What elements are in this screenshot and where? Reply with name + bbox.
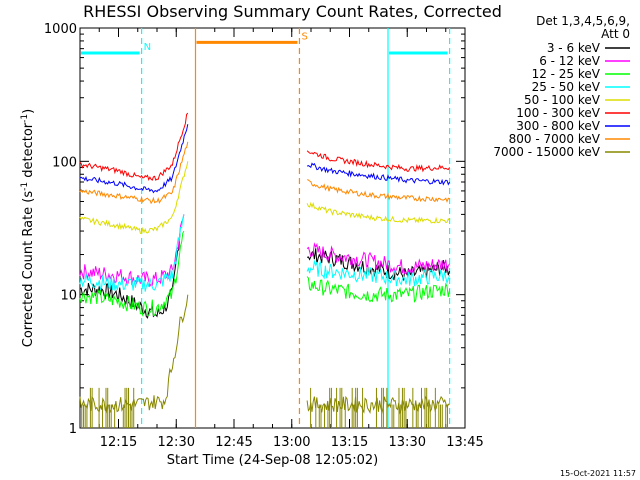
series-line	[306, 201, 450, 224]
series-line	[79, 112, 189, 181]
series-line	[306, 179, 450, 203]
legend-label: 6 - 12 keV	[539, 54, 601, 68]
y-tick-label: 10	[60, 289, 77, 304]
series-line	[79, 161, 189, 235]
y-tick-label: 100	[52, 155, 77, 170]
series-line	[79, 230, 185, 317]
x-tick-label: 13:15	[331, 435, 368, 450]
x-axis-label: Start Time (24-Sep-08 12:05:02)	[167, 453, 378, 468]
series-line	[306, 276, 451, 303]
x-tick-label: 12:15	[100, 435, 137, 450]
y-axis-label: Corrected Count Rate (s-1 detector-1)	[20, 109, 36, 347]
series-line	[306, 150, 451, 173]
flag-label: N	[144, 42, 151, 53]
legend-label: 100 - 300 keV	[516, 106, 600, 120]
legend-label: 3 - 6 keV	[547, 41, 601, 55]
x-tick-label: 13:00	[273, 435, 310, 450]
legend-label: 50 - 100 keV	[524, 93, 601, 107]
x-tick-label: 13:45	[446, 435, 483, 450]
legend-label: 12 - 25 keV	[532, 67, 601, 81]
y-tick-label: 1000	[44, 22, 77, 37]
series-line	[79, 141, 189, 205]
legend-header: Det 1,3,4,5,6,9,	[536, 14, 630, 28]
series-line	[306, 259, 451, 287]
y-tick-label: 1	[69, 422, 77, 437]
legend-label: 800 - 7000 keV	[509, 132, 601, 146]
x-tick-label: 13:30	[389, 435, 426, 450]
legend-header: Att 0	[601, 27, 630, 41]
series-line	[306, 242, 450, 276]
series-line	[306, 162, 451, 186]
legend-label: 300 - 800 keV	[516, 119, 600, 133]
flag-label: S	[301, 31, 307, 42]
series-line	[79, 124, 189, 194]
x-tick-label: 12:45	[215, 435, 252, 450]
x-tick-label: 12:30	[158, 435, 195, 450]
footer-timestamp: 15-Oct-2021 11:57	[560, 469, 636, 478]
chart-title: RHESSI Observing Summary Count Rates, Co…	[83, 2, 502, 21]
series-line	[306, 248, 451, 281]
plot-frame	[79, 27, 466, 429]
legend-label: 7000 - 15000 keV	[493, 145, 600, 159]
legend-label: 25 - 50 keV	[532, 80, 601, 94]
series-line	[79, 214, 185, 292]
series-line	[79, 214, 185, 288]
